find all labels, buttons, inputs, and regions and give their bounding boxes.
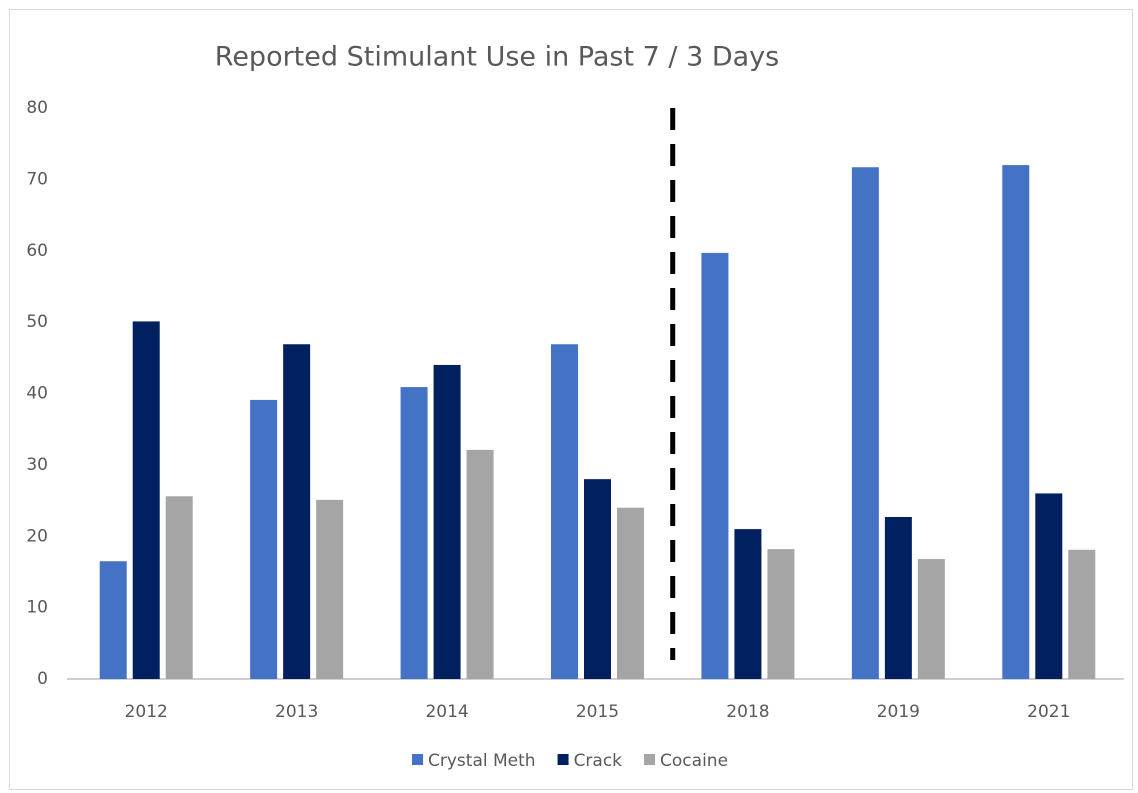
y-tick-label: 80	[26, 98, 48, 118]
bar	[165, 496, 193, 679]
bar	[767, 549, 795, 679]
bar	[132, 321, 160, 679]
bar	[851, 167, 879, 679]
x-tick-label: 2015	[576, 702, 619, 722]
x-tick-label: 2021	[1027, 702, 1070, 722]
bar	[617, 507, 644, 679]
bar	[283, 344, 311, 679]
bar	[884, 516, 912, 679]
x-tick-label: 2019	[877, 702, 920, 722]
y-tick-label: 60	[26, 241, 48, 261]
bar	[250, 399, 278, 679]
bar	[466, 449, 494, 679]
bar	[917, 559, 945, 679]
x-tick-label: 2012	[125, 702, 168, 722]
bar	[551, 344, 578, 679]
bar	[1068, 549, 1096, 679]
bar	[734, 529, 762, 679]
x-tick-label: 2018	[726, 702, 769, 722]
legend-label: Crystal Meth	[428, 751, 536, 771]
bar	[1035, 493, 1063, 679]
y-tick-label: 20	[26, 526, 48, 546]
y-tick-label: 30	[26, 455, 48, 475]
legend-swatch	[557, 754, 569, 765]
legend-label: Crack	[574, 751, 623, 771]
x-tick-label: 2013	[275, 702, 318, 722]
y-tick-label: 0	[37, 669, 48, 689]
y-tick-label: 70	[26, 169, 48, 189]
bar	[584, 479, 611, 679]
bar	[433, 364, 461, 679]
y-tick-label: 50	[26, 312, 48, 332]
legend-swatch	[412, 754, 423, 765]
legend-swatch	[644, 754, 656, 765]
legend-label: Cocaine	[660, 751, 728, 771]
bar	[400, 387, 428, 679]
y-tick-label: 40	[26, 384, 48, 404]
bar	[316, 499, 344, 679]
bar	[701, 252, 729, 680]
bar	[99, 561, 127, 679]
bar	[1002, 165, 1030, 680]
x-tick-label: 2014	[425, 702, 468, 722]
chart-title: Reported Stimulant Use in Past 7 / 3 Day…	[215, 42, 779, 73]
y-tick-label: 10	[26, 598, 48, 618]
